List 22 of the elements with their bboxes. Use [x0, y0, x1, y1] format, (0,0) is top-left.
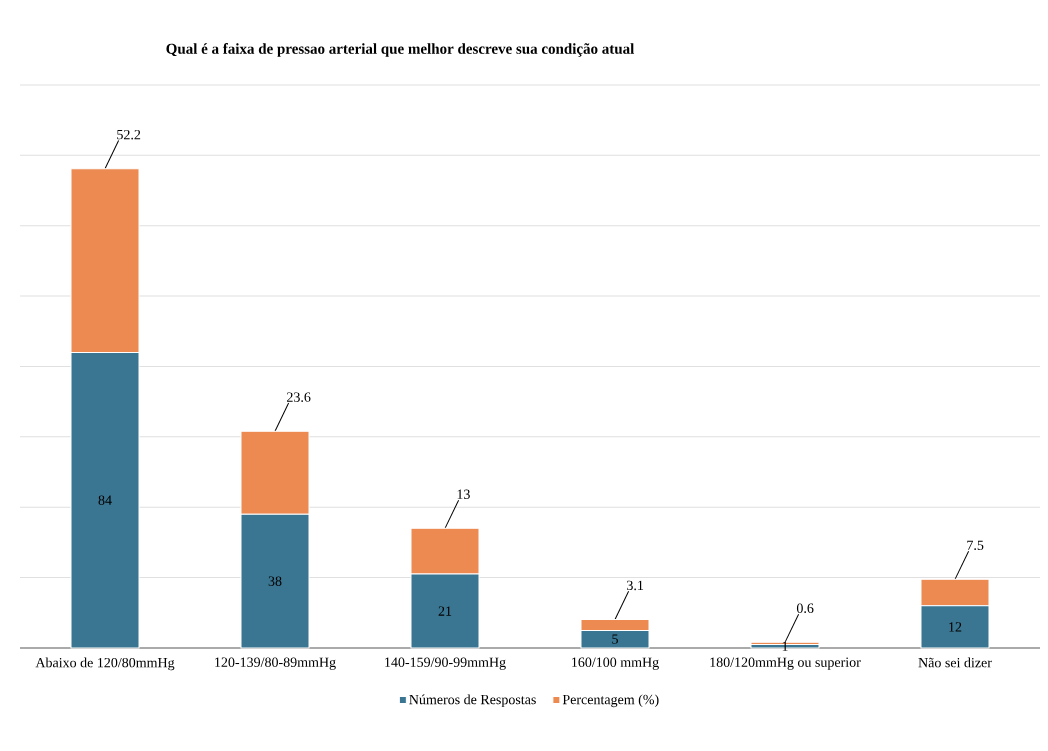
- chart-title: Qual é a faixa de pressao arterial que melhor descreve sua condição atual: [166, 43, 635, 57]
- data-label: 13: [457, 489, 470, 499]
- x-tick-label: 120-139/80-89mmHg: [215, 657, 336, 670]
- data-label: 52.2: [117, 129, 141, 140]
- data-label: 21: [438, 606, 452, 616]
- x-tick-label: Abaixo de 120/80mmHg: [35, 657, 175, 671]
- legend-label: Números de Respostas: [409, 694, 536, 708]
- legend-label: Percentagem (%): [562, 694, 659, 708]
- data-label: 3.1: [627, 580, 644, 591]
- data-label: 38: [268, 576, 282, 586]
- bar: [750, 643, 820, 649]
- data-label: 84: [98, 495, 112, 505]
- x-tick-label: 140-159/90-99mmHg: [385, 657, 506, 670]
- x-tick-label: Não sei dizer: [918, 657, 992, 668]
- x-tick-label: 160/100 mmHg: [572, 657, 659, 670]
- data-label: 7.5: [967, 540, 984, 551]
- data-label: 12: [949, 622, 962, 632]
- x-tick-label: 180/120mmHg ou superior: [710, 657, 861, 670]
- data-label: 0.6: [796, 603, 814, 614]
- data-label: 5: [612, 634, 618, 644]
- data-label: 1: [782, 641, 788, 651]
- data-label: 23.6: [287, 392, 311, 402]
